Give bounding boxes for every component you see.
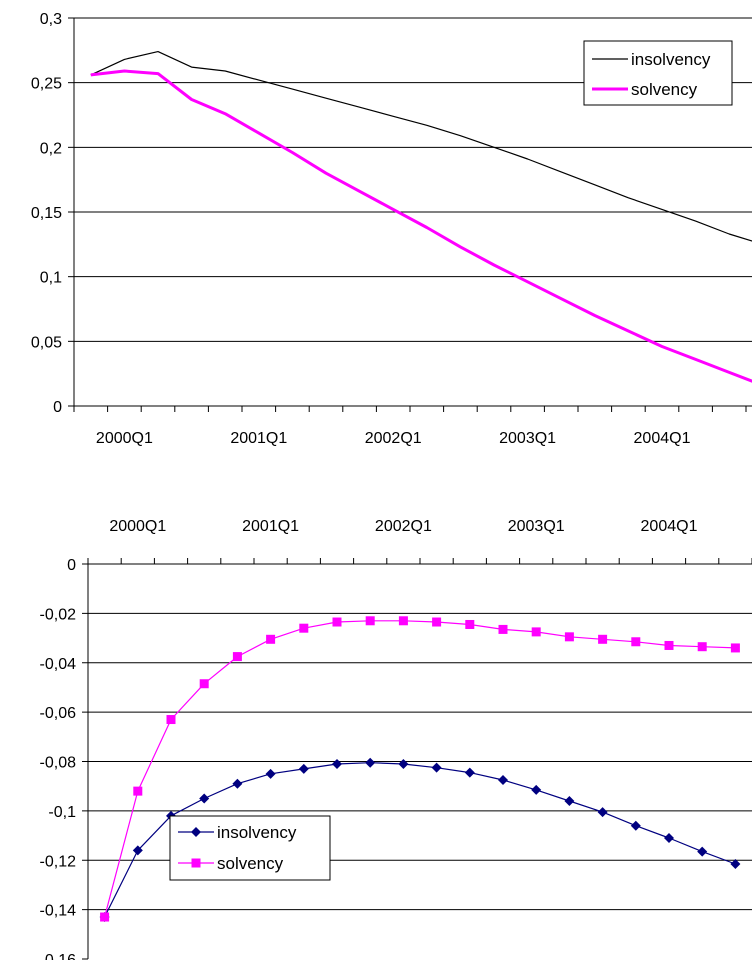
legend-label-solvency: solvency — [217, 854, 284, 873]
y-tick-label: -0,14 — [40, 903, 77, 920]
marker-insolvency — [664, 833, 674, 844]
x-tick-label: 2002Q1 — [365, 430, 422, 447]
legend-box — [583, 40, 733, 106]
marker-insolvency — [730, 858, 741, 869]
marker-solvency — [531, 627, 541, 637]
marker-insolvency — [564, 796, 575, 806]
y-tick-label: -0,16 — [40, 952, 77, 960]
marker-insolvency — [464, 767, 475, 778]
marker-solvency — [199, 679, 209, 689]
marker-insolvency — [531, 784, 542, 795]
legend-label-solvency: solvency — [631, 80, 698, 99]
legend-label-insolvency: insolvency — [631, 50, 711, 69]
marker-solvency — [398, 616, 408, 626]
y-tick-label: -0,1 — [48, 804, 76, 821]
marker-insolvency — [697, 846, 708, 857]
marker-solvency — [697, 642, 707, 652]
marker-insolvency — [298, 763, 309, 774]
x-tick-label: 2003Q1 — [508, 518, 565, 535]
marker-solvency — [100, 912, 110, 922]
x-tick-label: 2000Q1 — [109, 518, 166, 535]
marker-insolvency — [232, 778, 243, 789]
y-tick-label: -0,02 — [40, 606, 77, 623]
marker-solvency — [266, 634, 276, 644]
chart-bottom: 0 -0,02 -0,04 -0,06 -0,08 -0,1 -0,12 -0,14 -0,16… — [40, 518, 752, 960]
legend-label-insolvency: insolvency — [217, 823, 297, 842]
marker-solvency — [664, 640, 674, 650]
marker-solvency — [564, 632, 574, 642]
y-tick-label: 0,15 — [31, 205, 62, 222]
marker-insolvency — [630, 820, 641, 831]
marker-solvency — [332, 617, 342, 627]
marker-insolvency — [265, 768, 276, 779]
marker-insolvency — [597, 807, 608, 818]
x-tick-label: 2004Q1 — [634, 430, 691, 447]
x-tick-label: 2004Q1 — [641, 518, 698, 535]
y-tick-label: -0,04 — [40, 656, 77, 673]
marker-insolvency — [398, 758, 409, 769]
marker-solvency — [498, 624, 508, 634]
y-tick-label: -0,06 — [40, 705, 77, 722]
x-tick-label: 2001Q1 — [242, 518, 299, 535]
series-line-solvency — [104, 620, 736, 918]
marker-insolvency — [132, 845, 143, 856]
marker-insolvency — [498, 775, 508, 786]
x-tick-label: 2003Q1 — [499, 430, 556, 447]
marker-solvency — [465, 619, 475, 629]
marker-insolvency — [332, 758, 342, 769]
x-tick-label: 2002Q1 — [375, 518, 432, 535]
series-line-solvency — [90, 69, 752, 383]
marker-solvency — [166, 715, 176, 725]
legend-box — [169, 815, 331, 881]
y-tick-label: -0,08 — [40, 755, 77, 772]
marker-insolvency — [199, 793, 210, 804]
marker-solvency — [299, 623, 309, 633]
y-tick-label: 0,25 — [31, 76, 62, 93]
marker-solvency — [432, 617, 442, 627]
y-tick-label: -0,12 — [40, 853, 77, 870]
chart-top: 0 0,05 0,1 0,15 0,2 0,25 0,3 2000Q1 2001Q1 2002Q1… — [31, 11, 752, 447]
y-tick-label: 0,1 — [40, 270, 62, 287]
x-tick-label: 2001Q1 — [230, 430, 287, 447]
marker-solvency — [598, 634, 608, 644]
marker-insolvency — [431, 762, 442, 773]
marker-solvency — [730, 643, 740, 653]
y-tick-label: 0,2 — [40, 140, 62, 157]
legend-marker-insolvency — [191, 827, 201, 837]
marker-solvency — [133, 786, 143, 796]
legend-marker-solvency — [191, 858, 201, 868]
series-line-insolvency — [90, 51, 752, 242]
marker-solvency — [631, 637, 641, 647]
x-tick-label: 2000Q1 — [96, 430, 153, 447]
y-tick-label: 0 — [67, 557, 76, 574]
marker-solvency — [232, 652, 242, 662]
y-tick-label: 0,05 — [31, 334, 62, 351]
marker-solvency — [365, 616, 375, 626]
series-line-insolvency — [104, 762, 736, 918]
y-tick-label: 0 — [53, 399, 62, 416]
y-tick-label: 0,3 — [40, 11, 62, 28]
marker-insolvency — [365, 757, 376, 768]
